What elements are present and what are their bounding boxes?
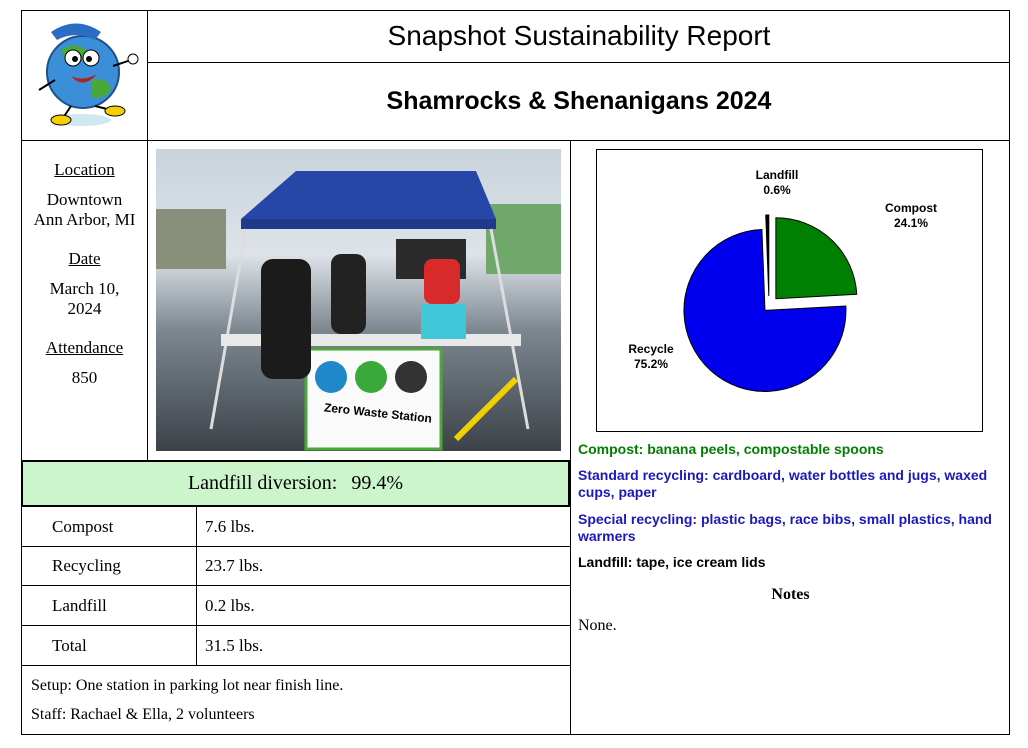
- row-value-landfill: 0.2 lbs.: [205, 595, 255, 615]
- standard-recycling-label: Standard recycling:: [578, 467, 709, 483]
- pie-chart: [683, 214, 858, 392]
- compost-category-text: banana peels, compostable spoons: [647, 441, 884, 457]
- notes-text: None.: [578, 617, 617, 634]
- attendance-label: Attendance: [45, 338, 124, 357]
- row-label-total: Total: [52, 635, 87, 655]
- notes-heading: Notes: [771, 586, 810, 603]
- table-row: Compost 7.6 lbs.: [21, 507, 570, 547]
- center-divider: [570, 141, 571, 735]
- location-line2: Ann Arbor, MI: [33, 210, 136, 229]
- landfill-category: Landfill: tape, ice cream lids: [578, 554, 998, 571]
- pie-slice-recycle: [683, 228, 847, 392]
- row-label-recycling: Recycling: [52, 556, 121, 575]
- pie-label-recycle-name: Recycle: [628, 342, 674, 356]
- pie-label-compost-name: Compost: [885, 201, 937, 215]
- pie-slice-compost: [775, 217, 858, 300]
- location-line1: Downtown: [46, 190, 123, 209]
- pie-label-landfill-pct: 0.6%: [763, 183, 791, 197]
- attendance-value: 850: [71, 368, 98, 387]
- row-value-compost: 7.6 lbs.: [205, 516, 255, 536]
- setup-text: Setup: One station in parking lot near f…: [31, 677, 344, 694]
- special-recycling-label: Special recycling:: [578, 511, 698, 527]
- info-column: Location Downtown Ann Arbor, MI Date Mar…: [21, 141, 148, 460]
- table-row: Total 31.5 lbs.: [21, 626, 570, 666]
- table-column-divider: [196, 507, 197, 666]
- table-row: Landfill 0.2 lbs.: [21, 586, 570, 626]
- pie-chart-frame: Landfill 0.6% Compost 24.1% Recycle 75.2…: [596, 149, 983, 432]
- date-label: Date: [68, 249, 101, 268]
- pie-label-landfill: Landfill 0.6%: [747, 168, 807, 198]
- row-label-compost: Compost: [52, 516, 114, 536]
- staff-text: Staff: Rachael & Ella, 2 volunteers: [31, 706, 255, 723]
- pie-label-recycle-pct: 75.2%: [633, 357, 669, 371]
- diversion-label: Landfill diversion:: [187, 472, 338, 494]
- row-label-landfill: Landfill: [52, 595, 107, 615]
- report-title: Snapshot Sustainability Report: [148, 10, 1010, 63]
- landfill-category-text: tape, ice cream lids: [636, 554, 766, 570]
- location-label: Location: [54, 160, 115, 179]
- weights-table: Compost 7.6 lbs. Recycling 23.7 lbs. Lan…: [21, 507, 570, 666]
- earth-mascot-logo: [38, 23, 139, 126]
- pie-slice-landfill: [765, 214, 770, 297]
- compost-category-label: Compost:: [578, 441, 644, 457]
- row-value-total: 31.5 lbs.: [205, 635, 264, 655]
- table-row: Recycling 23.7 lbs.: [21, 547, 570, 586]
- compost-category: Compost: banana peels, compostable spoon…: [578, 441, 998, 458]
- pie-label-compost: Compost 24.1%: [877, 201, 945, 231]
- event-photo: Zero Waste Station: [156, 149, 561, 451]
- date-line2: 2024: [67, 299, 102, 318]
- landfill-category-label: Landfill:: [578, 554, 633, 570]
- special-recycling-category: Special recycling: plastic bags, race bi…: [578, 511, 998, 545]
- standard-recycling-category: Standard recycling: cardboard, water bot…: [578, 467, 998, 501]
- pie-label-landfill-name: Landfill: [755, 168, 799, 182]
- report-frame: [21, 10, 1010, 735]
- diversion-value: 99.4%: [351, 472, 404, 494]
- pie-label-compost-pct: 24.1%: [893, 216, 929, 230]
- diversion-banner: Landfill diversion: 99.4%: [21, 460, 570, 507]
- standard-recycling-text: cardboard, water bottles and jugs, waxed…: [578, 467, 988, 500]
- special-recycling-text: plastic bags, race bibs, small plastics,…: [578, 511, 992, 544]
- pie-label-recycle: Recycle 75.2%: [619, 342, 683, 372]
- logo-cell: [21, 10, 148, 141]
- date-line1: March 10,: [49, 279, 120, 298]
- event-title: Shamrocks & Shenanigans 2024: [148, 63, 1010, 141]
- row-value-recycling: 23.7 lbs.: [205, 556, 264, 575]
